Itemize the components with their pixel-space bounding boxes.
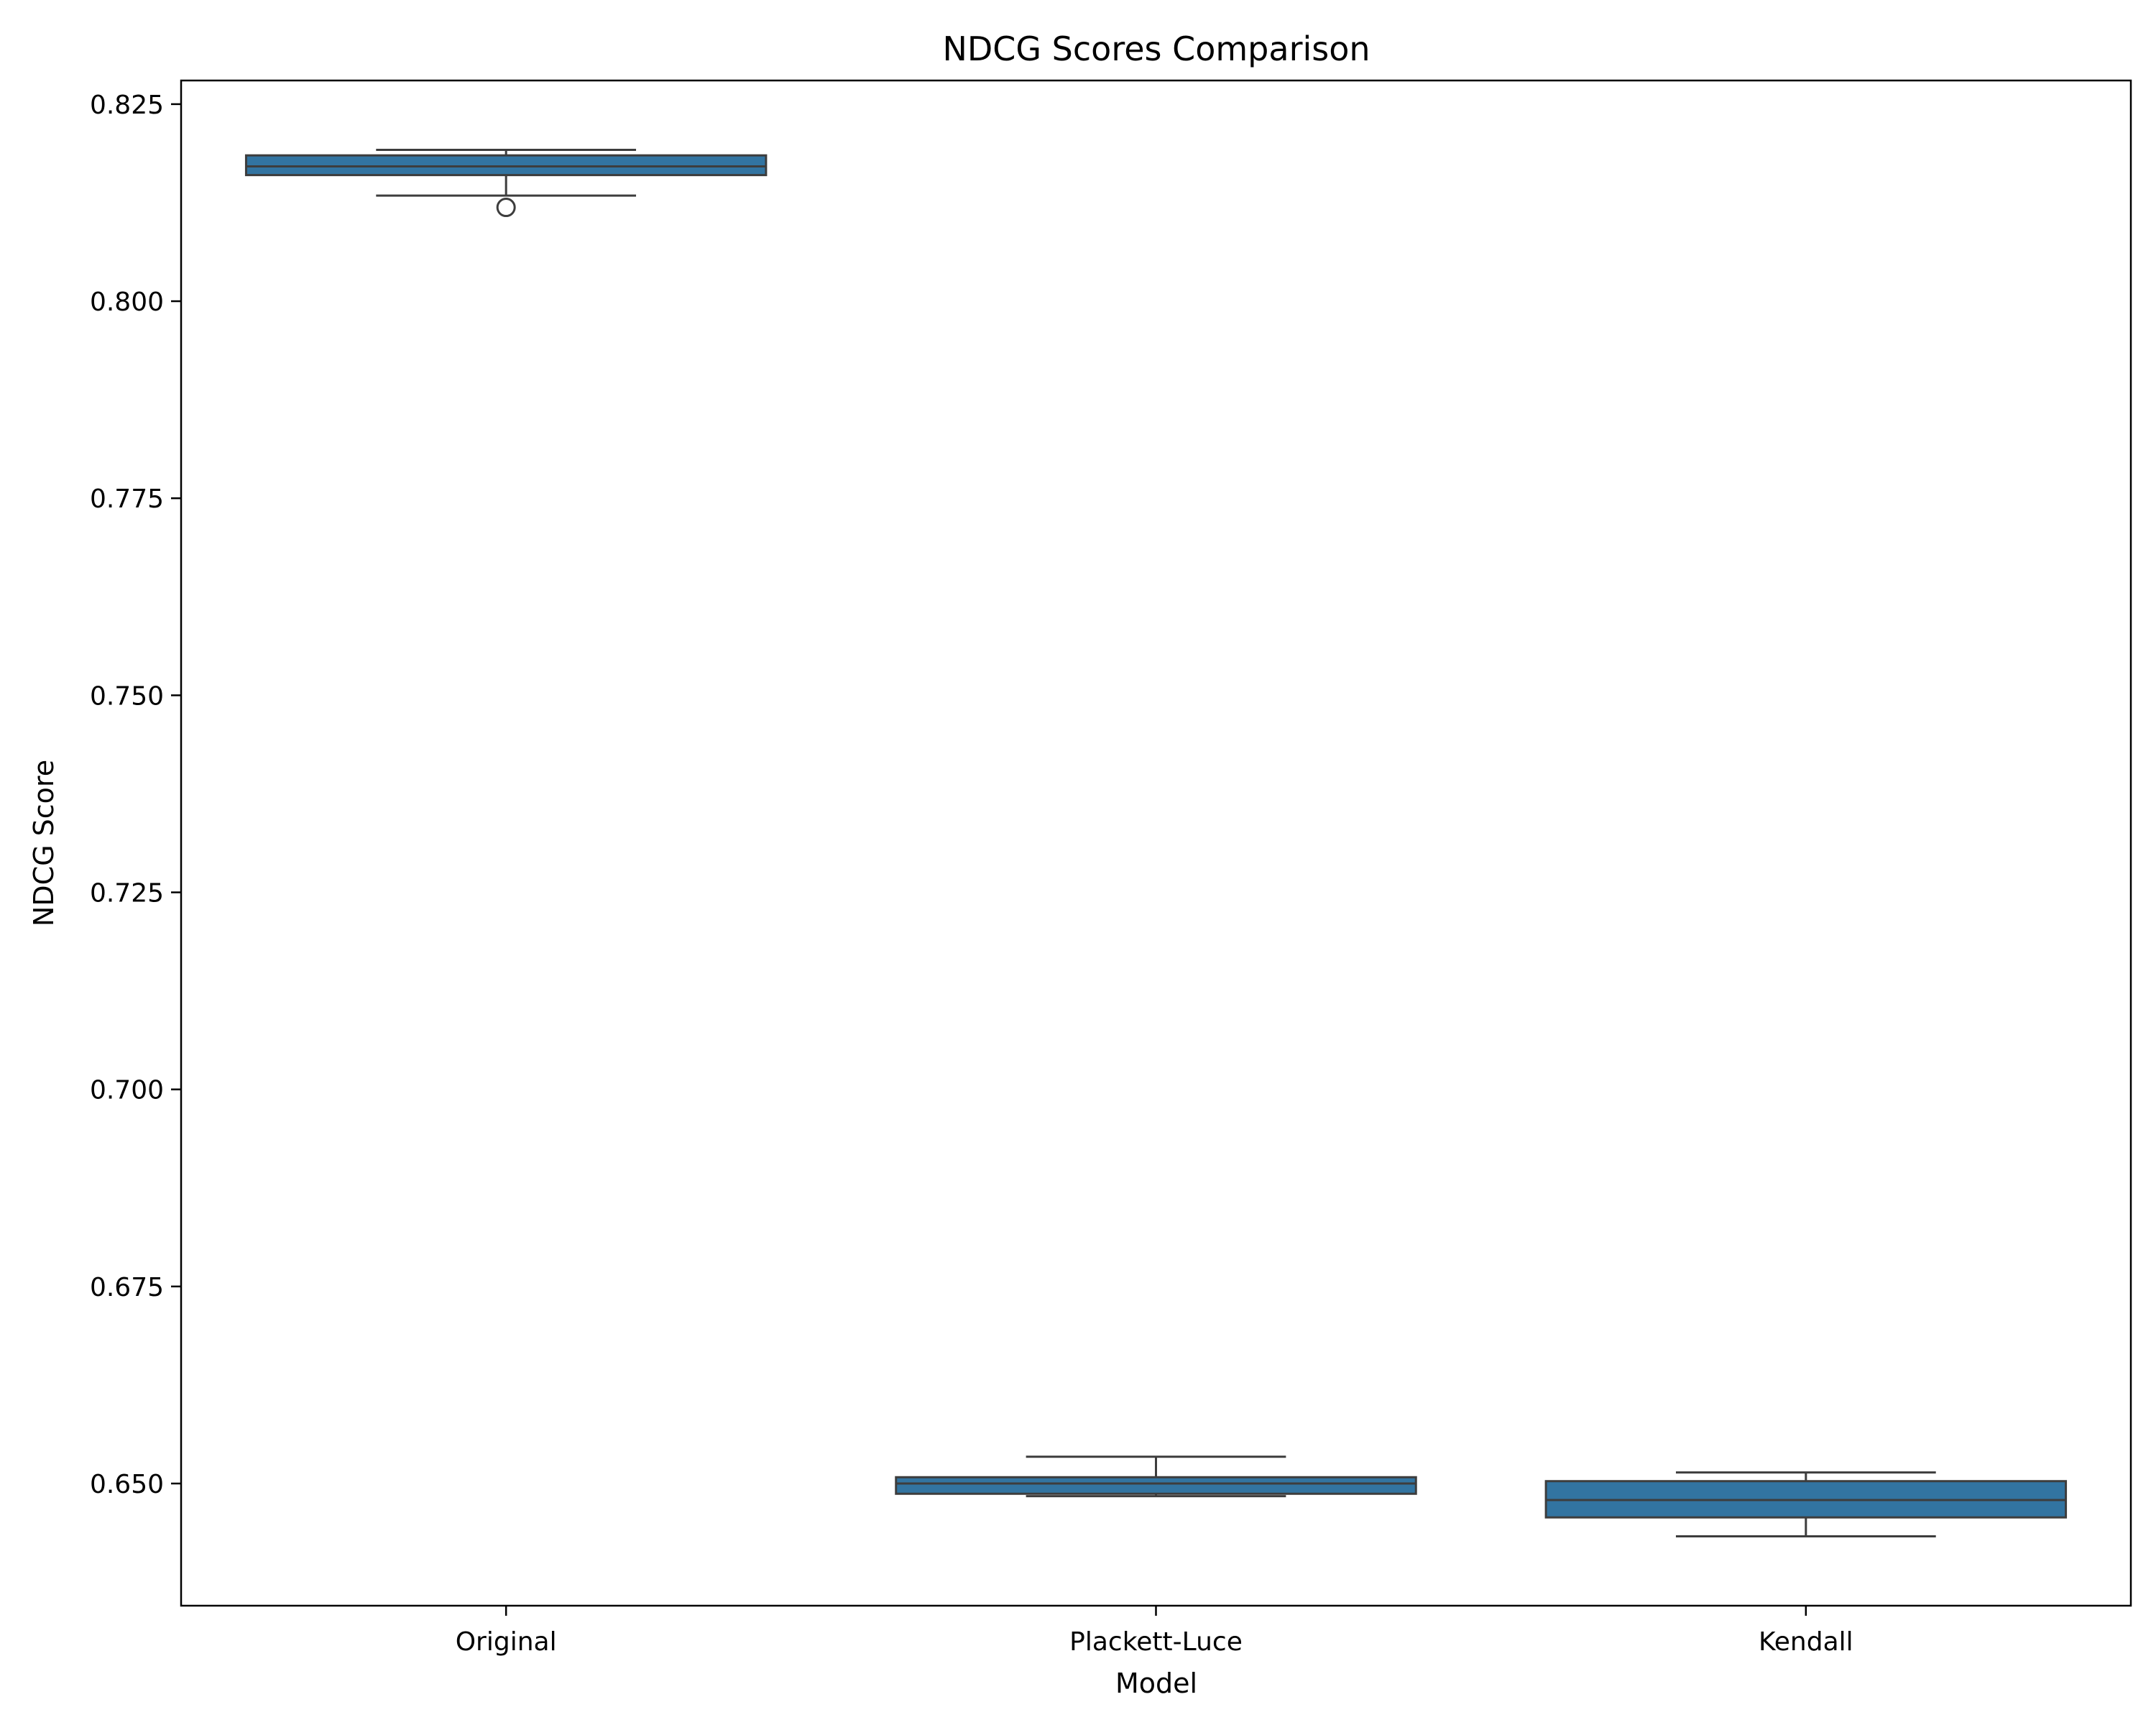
x-tick-label: Kendall: [1759, 1627, 1853, 1657]
y-tick-label: 0.775: [90, 484, 164, 514]
plot-marks: [244, 149, 2068, 1537]
x-tick-label: Original: [456, 1627, 557, 1657]
outlier-point: [496, 198, 516, 218]
y-tick-label: 0.800: [90, 288, 164, 317]
x-axis: Original Plackett-Luce Kendall: [456, 1606, 1853, 1657]
y-tick-label: 0.675: [90, 1273, 164, 1302]
box-group-kendall: [1544, 1471, 2068, 1537]
y-axis-label: NDCG Score: [28, 760, 60, 926]
y-tick-label: 0.725: [90, 879, 164, 908]
y-tick-label: 0.750: [90, 681, 164, 711]
x-axis-label: Model: [1115, 1668, 1197, 1699]
y-tick-label: 0.700: [90, 1076, 164, 1105]
box-iqr: [244, 154, 768, 177]
box-group-plackett-luce: [895, 1455, 1417, 1498]
y-tick-label: 0.825: [90, 91, 164, 120]
x-tick-label: Plackett-Luce: [1069, 1627, 1243, 1657]
box-group-original: [244, 149, 768, 218]
plot-frame: [180, 79, 2132, 1607]
y-axis: 0.650 0.675 0.700 0.725 0.750 0.775 0.800 0.825: [90, 91, 181, 1499]
chart-title: NDCG Scores Comparison: [942, 29, 1370, 68]
y-tick-label: 0.650: [90, 1470, 164, 1499]
box-iqr: [895, 1476, 1417, 1495]
